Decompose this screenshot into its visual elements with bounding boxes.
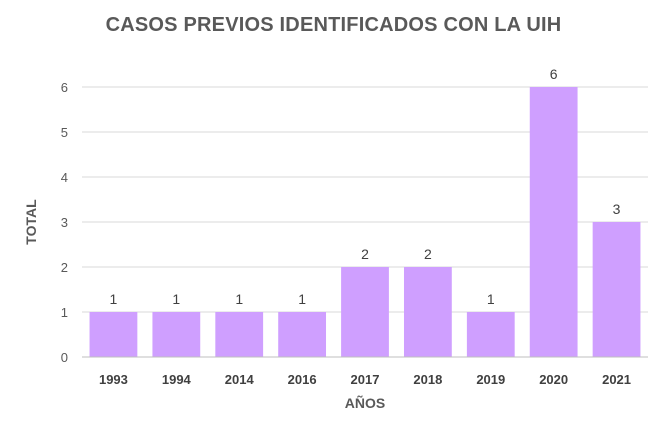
- bar-2017: [341, 267, 389, 357]
- data-label-2020: 6: [550, 66, 558, 82]
- data-label-2016: 1: [298, 291, 306, 307]
- bar-2018: [403, 267, 452, 357]
- x-tick-label-2021: 2021: [602, 372, 631, 387]
- x-tick-label-2019: 2019: [476, 372, 505, 387]
- bar-2020: [529, 87, 578, 357]
- x-tick-label-1994: 1994: [162, 372, 192, 387]
- chart-title: CASOS PREVIOS IDENTIFICADOS CON LA UIH: [105, 14, 562, 36]
- data-label-1994: 1: [172, 291, 180, 307]
- y-tick-label: 5: [61, 125, 68, 140]
- bar-2019: [466, 312, 515, 357]
- y-tick-label: 6: [61, 80, 68, 95]
- y-tick-label: 2: [61, 260, 68, 275]
- bar-2021: [592, 222, 641, 357]
- data-label-2019: 1: [487, 291, 495, 307]
- bar-1993: [89, 312, 138, 357]
- x-tick-label-2017: 2017: [351, 372, 380, 387]
- bar-2014: [215, 312, 264, 357]
- data-label-2018: 2: [424, 246, 432, 262]
- x-tick-label-2020: 2020: [539, 372, 568, 387]
- x-tick-label-1993: 1993: [99, 372, 128, 387]
- y-tick-label: 3: [61, 215, 68, 230]
- data-label-1993: 1: [110, 291, 118, 307]
- data-label-2017: 2: [361, 246, 369, 262]
- bar-1994: [152, 312, 201, 357]
- bar-2016: [278, 312, 327, 357]
- x-axis-ticks: 1993 1994 2014 2016 2017 2018 2019 2020 2021: [99, 372, 631, 387]
- y-tick-label: 0: [61, 350, 68, 365]
- bars: [89, 87, 641, 357]
- data-label-2014: 1: [235, 291, 243, 307]
- x-tick-label-2018: 2018: [413, 372, 442, 387]
- y-axis-title: TOTAL: [23, 199, 39, 245]
- y-tick-label: 1: [61, 305, 68, 320]
- data-label-2021: 3: [613, 201, 621, 217]
- x-tick-label-2014: 2014: [225, 372, 255, 387]
- x-tick-label-2016: 2016: [288, 372, 317, 387]
- data-labels: 1 1 1 1 2 2 1 6 3: [110, 66, 621, 307]
- y-tick-label: 4: [61, 170, 68, 185]
- x-axis-title: AÑOS: [345, 394, 385, 411]
- y-axis-ticks: 0 1 2 3 4 5 6: [61, 80, 68, 365]
